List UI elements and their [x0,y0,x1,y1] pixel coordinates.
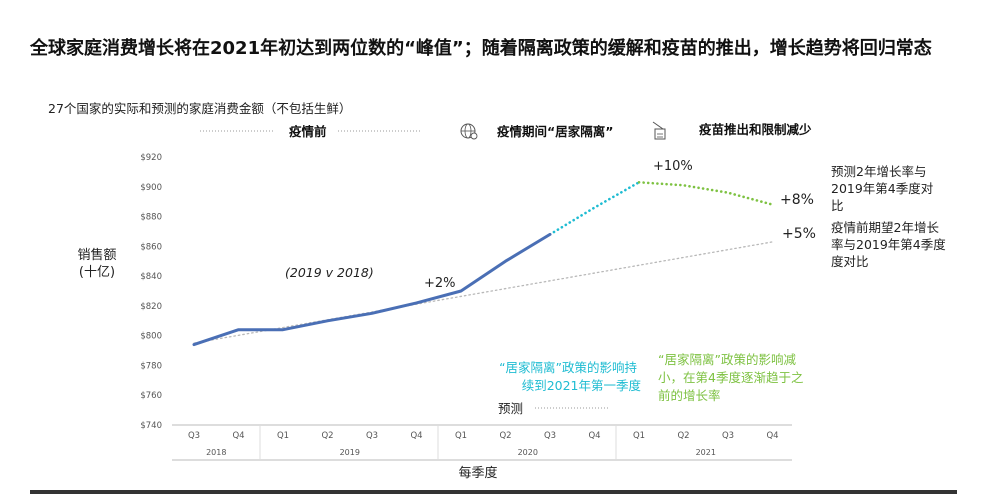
forecast-label: 预测 [498,401,523,416]
y-axis-title-line1: 销售额 [77,247,116,263]
y-tick-label: $840 [140,272,162,282]
x-tick-label: Q3 [366,431,378,441]
growth-label-plus2: +2% [424,276,456,291]
lockdown-effect-note: “居家隔离”政策的影响持 续到2021年第一季度 [499,360,641,393]
phase-label-lockdown: 疫情期间“居家隔离” [497,124,613,139]
x-tick-label: Q4 [232,431,244,441]
series-line-pre_trend [193,241,774,344]
growth-label-plus8: +8% [780,192,814,208]
x-tick-label: Q4 [410,431,422,441]
x-tick-label: Q3 [722,431,734,441]
x-tick-label: Q2 [321,431,333,441]
x-tick-label: Q2 [499,431,511,441]
y-tick-label: $900 [140,183,162,193]
comparison-label: (2019 v 2018) [285,265,374,280]
y-tick-label: $780 [140,361,162,371]
recovery-effect-note: “居家隔离”政策的影响减 小，在第4季度逐渐趋于之 前的增长率 [658,352,807,403]
x-tick-label: Q2 [677,431,689,441]
y-tick-label: $820 [140,302,162,312]
phase-label-vaccine: 疫苗推出和限制减少 [699,122,812,137]
y-tick-label: $860 [140,242,162,252]
growth-label-plus5: +5% [782,226,816,242]
x-year-label: 2020 [518,448,538,457]
y-tick-label: $880 [140,213,162,223]
x-tick-label: Q1 [277,431,289,441]
right-note-forecast-line: 预测2年增长率与 2019年第4季度对 比 [831,164,937,213]
page-title: 全球家庭消费增长将在2021年初达到两位数的“峰值”；随着隔离政策的缓解和疫苗的… [30,38,932,59]
y-tick-label: $920 [140,153,162,163]
bottom-divider [30,490,957,494]
series-line-forecast_lockdown [548,181,641,236]
x-tick-label: Q1 [455,431,467,441]
x-tick-label: Q3 [188,431,200,441]
globe-virus-icon [460,123,478,140]
right-note-pre-trend: 疫情前期望2年增长 率与2019年第4季度 度对比 [831,220,950,269]
series-line-actual [192,232,552,347]
x-tick-label: Q1 [633,431,645,441]
x-year-label: 2019 [340,448,360,457]
x-year-label: 2018 [206,448,226,457]
y-tick-label: $740 [140,421,162,431]
phase-label-pre: 疫情前 [289,124,327,139]
y-axis-title-line2: (十亿) [79,265,115,280]
chart-subtitle: 27个国家的实际和预测的家庭消费金额（不包括生鲜） [48,101,352,116]
x-tick-label: Q4 [766,431,778,441]
x-tick-label: Q4 [588,431,600,441]
x-tick-label: Q3 [544,431,556,441]
y-tick-label: $760 [140,391,162,401]
y-tick-label: $800 [140,332,162,342]
vaccine-icon [652,121,666,140]
series-line-forecast_recovery [637,181,774,206]
x-year-label: 2021 [696,448,716,457]
x-axis-title: 每季度 [458,465,497,481]
growth-label-plus10: +10% [653,159,693,174]
